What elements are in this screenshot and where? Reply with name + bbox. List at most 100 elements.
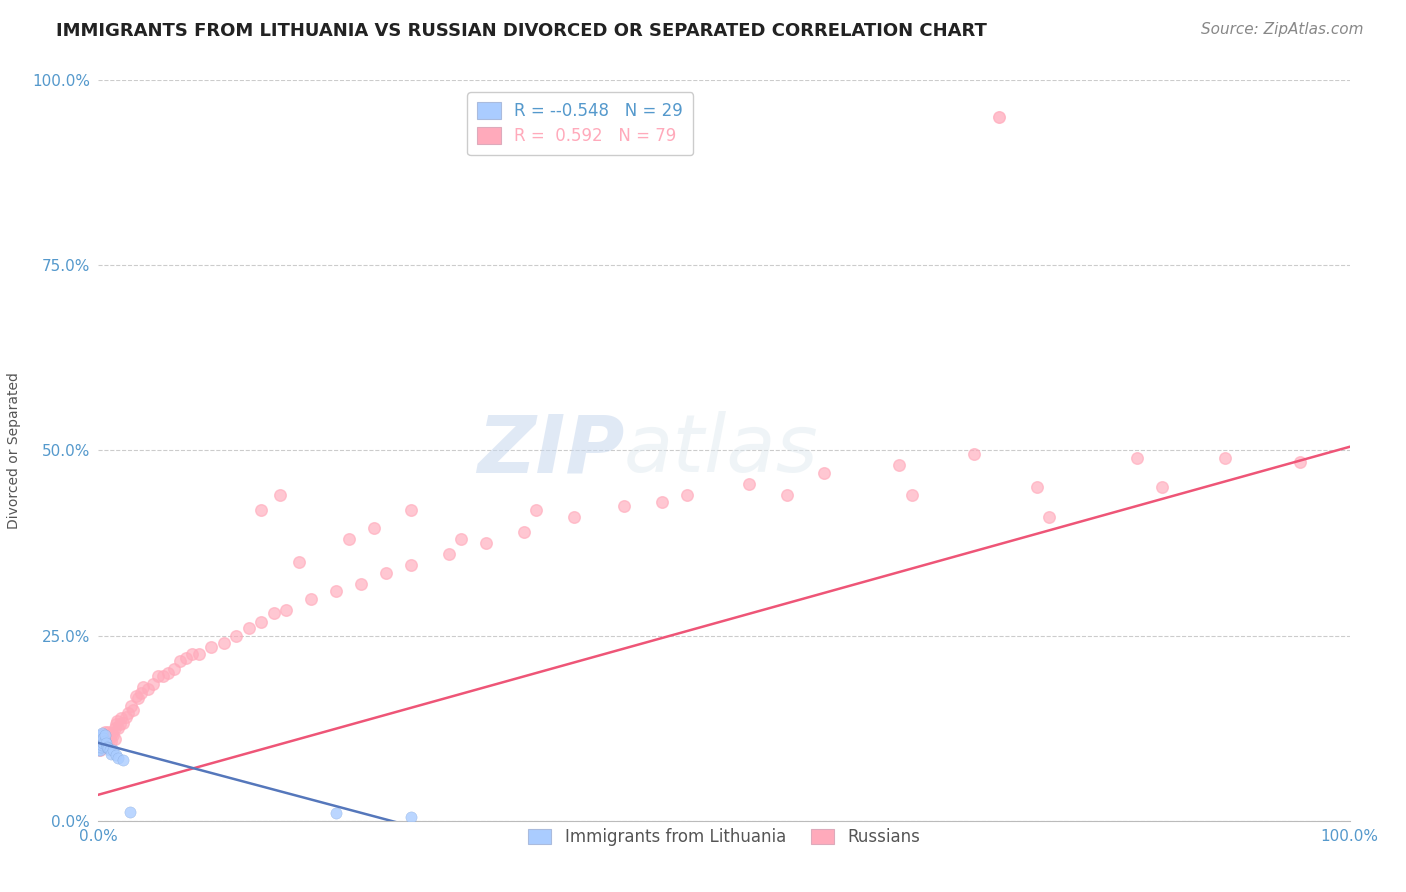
Point	[93, 733, 115, 747]
Point	[91, 732, 114, 747]
Point	[562, 510, 585, 524]
Point	[152, 669, 174, 683]
Point	[112, 753, 135, 767]
Point	[250, 615, 273, 630]
Point	[299, 591, 322, 606]
Point	[200, 640, 222, 654]
Point	[115, 710, 138, 724]
Point	[90, 729, 112, 743]
Point	[776, 488, 799, 502]
Y-axis label: Divorced or Separated: Divorced or Separated	[7, 372, 21, 529]
Text: ZIP: ZIP	[477, 411, 624, 490]
Point	[181, 647, 204, 661]
Point	[169, 655, 191, 669]
Point	[475, 536, 498, 550]
Point	[98, 743, 121, 757]
Point	[120, 698, 142, 713]
Point	[87, 732, 110, 747]
Text: Source: ZipAtlas.com: Source: ZipAtlas.com	[1201, 22, 1364, 37]
Point	[437, 547, 460, 561]
Point	[91, 738, 114, 752]
Point	[269, 488, 291, 502]
Point	[100, 747, 122, 761]
Point	[363, 521, 385, 535]
Point	[225, 628, 247, 642]
Point	[988, 111, 1011, 125]
Point	[238, 621, 260, 635]
Legend: Immigrants from Lithuania, Russians: Immigrants from Lithuania, Russians	[522, 822, 927, 853]
Point	[101, 726, 124, 740]
Point	[110, 711, 132, 725]
Point	[107, 750, 129, 764]
Point	[174, 650, 197, 665]
Point	[187, 647, 209, 661]
Point	[375, 566, 398, 580]
Point	[117, 706, 139, 721]
Text: IMMIGRANTS FROM LITHUANIA VS RUSSIAN DIVORCED OR SEPARATED CORRELATION CHART: IMMIGRANTS FROM LITHUANIA VS RUSSIAN DIV…	[56, 22, 987, 40]
Point	[125, 690, 148, 704]
Point	[1026, 480, 1049, 494]
Point	[103, 743, 125, 757]
Point	[1213, 450, 1236, 465]
Point	[97, 741, 120, 756]
Point	[93, 729, 115, 743]
Point	[104, 732, 127, 747]
Point	[100, 733, 122, 747]
Point	[325, 584, 347, 599]
Point	[87, 743, 110, 757]
Point	[89, 729, 111, 743]
Text: atlas: atlas	[624, 411, 818, 490]
Point	[104, 748, 127, 763]
Point	[129, 686, 152, 700]
Point	[401, 558, 423, 573]
Point	[94, 732, 117, 747]
Point	[91, 729, 114, 743]
Point	[287, 555, 309, 569]
Point	[94, 736, 117, 750]
Point	[274, 602, 298, 616]
Point	[89, 736, 111, 750]
Point	[450, 533, 472, 547]
Point	[738, 476, 761, 491]
Point	[337, 533, 360, 547]
Point	[103, 729, 125, 743]
Point	[162, 662, 184, 676]
Point	[93, 733, 115, 747]
Point	[157, 665, 180, 680]
Point	[263, 607, 285, 621]
Point	[963, 447, 986, 461]
Point	[813, 466, 835, 480]
Point	[1150, 480, 1173, 494]
Point	[93, 736, 115, 750]
Point	[142, 676, 165, 690]
Point	[325, 806, 347, 821]
Point	[1288, 454, 1310, 468]
Point	[93, 731, 115, 745]
Point	[212, 636, 235, 650]
Point	[93, 724, 115, 739]
Point	[889, 458, 911, 473]
Point	[89, 743, 111, 757]
Point	[90, 739, 112, 754]
Point	[122, 703, 145, 717]
Point	[91, 736, 114, 750]
Point	[650, 495, 672, 509]
Point	[93, 739, 115, 754]
Point	[1126, 450, 1149, 465]
Point	[401, 810, 423, 824]
Point	[138, 681, 160, 696]
Point	[104, 717, 127, 731]
Point	[613, 499, 636, 513]
Point	[148, 669, 170, 683]
Point	[132, 681, 155, 695]
Point	[105, 714, 128, 728]
Point	[108, 717, 131, 731]
Point	[127, 691, 149, 706]
Point	[112, 715, 135, 730]
Point	[90, 733, 112, 747]
Point	[87, 739, 110, 754]
Point	[91, 726, 114, 740]
Point	[350, 576, 373, 591]
Point	[89, 743, 111, 757]
Point	[250, 502, 273, 516]
